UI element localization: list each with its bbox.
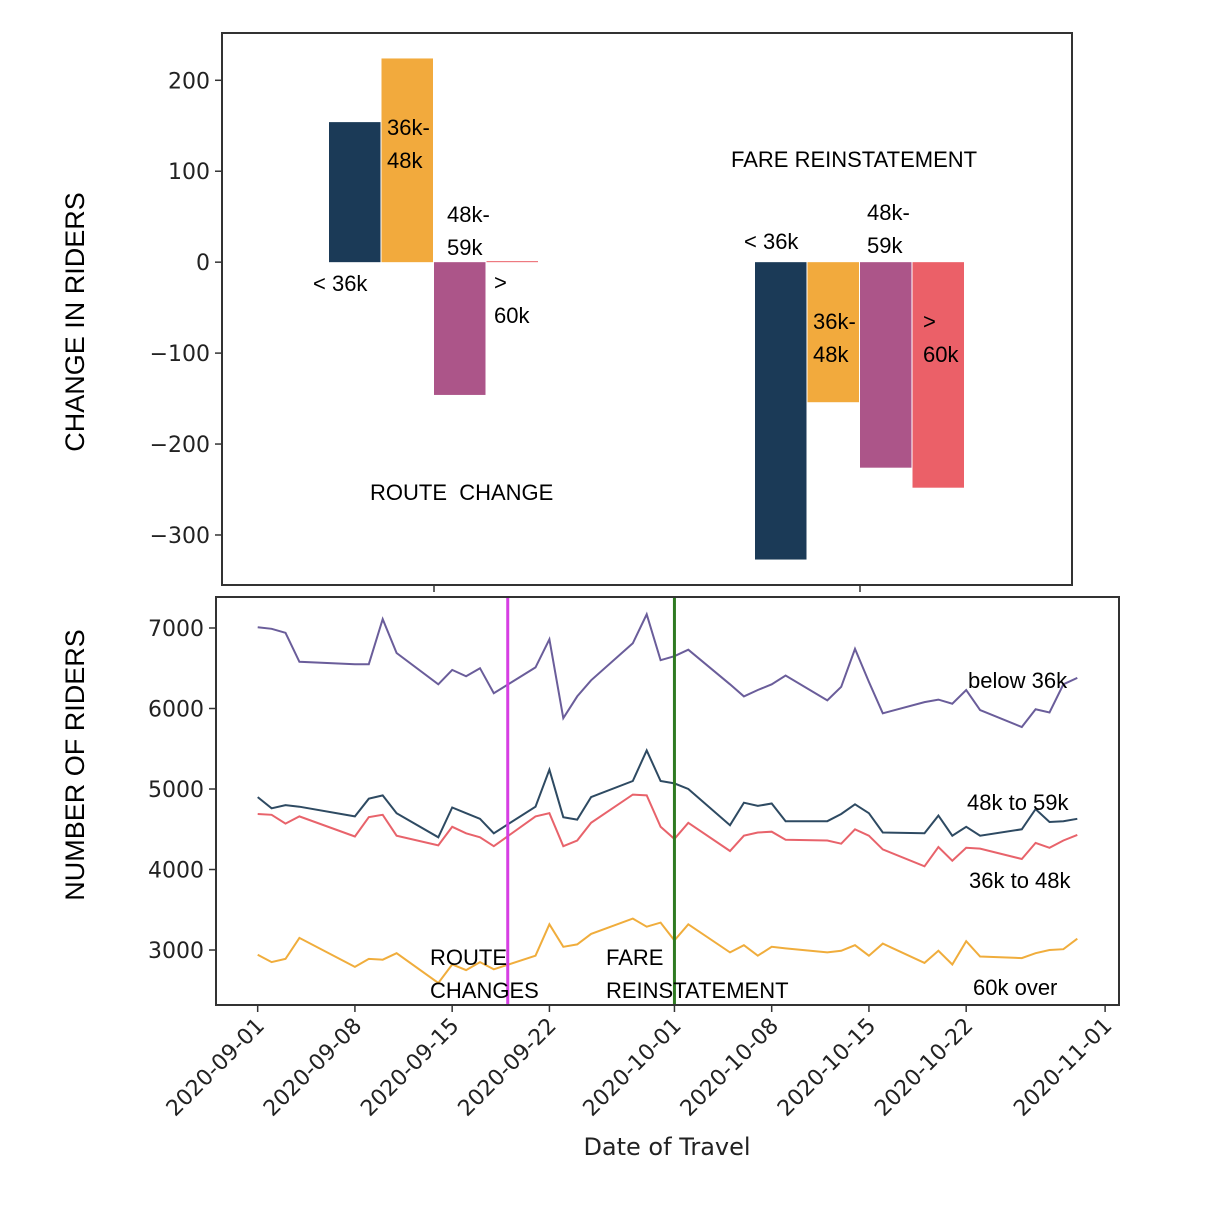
y-axis-label: NUMBER OF RIDERS [60, 629, 90, 901]
y-tick-label: −100 [150, 342, 210, 367]
y-tick-label: 3000 [148, 939, 204, 964]
x-tick-label: 2020-10-22 [870, 1014, 978, 1122]
series-label: 36k to 48k [969, 868, 1071, 893]
bar-label: < 36k [313, 271, 368, 296]
bar-label: 48k-59k [447, 202, 490, 260]
event-label: ROUTE CHANGES [430, 945, 539, 1003]
series-line [257, 747, 1078, 839]
x-tick-label: 2020-10-08 [676, 1014, 784, 1122]
bar-label: 36k-48k [813, 309, 856, 367]
bar-label: 36k-48k [387, 115, 430, 173]
y-tick-label: 7000 [148, 617, 204, 642]
event-label: FARE REINSTATEMENT [606, 945, 789, 1003]
x-tick-label: 2020-10-15 [773, 1014, 881, 1122]
series-label: 60k over [973, 975, 1058, 1000]
bar [434, 262, 486, 395]
bar [329, 122, 381, 263]
series-line [257, 793, 1078, 868]
axes-frame [215, 596, 1120, 1006]
bar [807, 262, 859, 403]
bar [912, 262, 964, 488]
series-label: below 36k [968, 668, 1068, 693]
axes-frame [221, 32, 1073, 586]
x-tick-label: 2020-09-22 [454, 1014, 562, 1122]
bar [755, 262, 807, 560]
bar-label: < 36k [744, 229, 799, 254]
x-tick-label: 2020-10-01 [579, 1014, 687, 1122]
y-axis-label: CHANGE IN RIDERS [60, 192, 90, 452]
y-tick-label: 6000 [148, 697, 204, 722]
bar [381, 58, 433, 263]
bar-label: > 60k [494, 270, 530, 328]
y-tick-label: 100 [168, 160, 210, 185]
x-tick-label: 2020-09-08 [259, 1014, 367, 1122]
y-tick-label: −200 [150, 433, 210, 458]
y-tick-label: 0 [196, 251, 210, 276]
bar [860, 262, 912, 468]
y-tick-label: −300 [150, 524, 210, 549]
x-tick-label: 2020-11-01 [1009, 1014, 1117, 1122]
y-tick-label: 4000 [148, 859, 204, 884]
series-label: 48k to 59k [967, 790, 1069, 815]
bar-label: 48k-59k [867, 200, 910, 258]
category-label: ROUTE CHANGE [370, 480, 554, 505]
x-tick-label: 2020-09-01 [162, 1014, 270, 1122]
category-label: FARE REINSTATEMENT [731, 147, 978, 172]
series-line [257, 611, 1078, 729]
bar-label: > 60k [923, 309, 959, 367]
y-tick-label: 200 [168, 69, 210, 94]
x-axis-label: Date of Travel [583, 1133, 750, 1161]
bar [486, 261, 538, 263]
y-tick-label: 5000 [148, 778, 204, 803]
x-tick-label: 2020-09-15 [356, 1014, 464, 1122]
